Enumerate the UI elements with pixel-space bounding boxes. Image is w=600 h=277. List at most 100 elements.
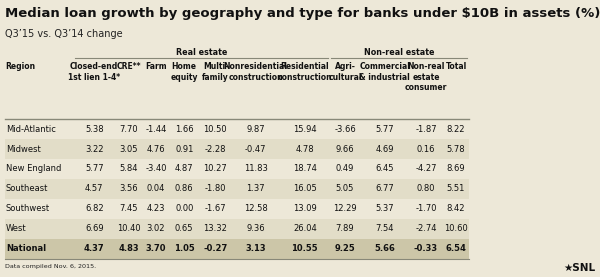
Text: 18.74: 18.74 [293, 165, 317, 173]
Text: 5.84: 5.84 [120, 165, 138, 173]
Text: 16.05: 16.05 [293, 184, 317, 193]
Text: Real estate: Real estate [176, 48, 227, 57]
Bar [5, 199, 469, 219]
Text: 0.04: 0.04 [147, 184, 165, 193]
Text: CRE**: CRE** [117, 62, 141, 71]
Text: 4.76: 4.76 [146, 145, 166, 153]
Text: 4.69: 4.69 [376, 145, 394, 153]
Text: 5.05: 5.05 [336, 184, 354, 193]
Text: 3.22: 3.22 [85, 145, 103, 153]
Text: 0.91: 0.91 [175, 145, 193, 153]
Text: 3.13: 3.13 [245, 244, 266, 253]
Text: 5.66: 5.66 [374, 244, 395, 253]
Text: 9.25: 9.25 [335, 244, 355, 253]
Text: 0.80: 0.80 [417, 184, 435, 193]
Text: -3.40: -3.40 [145, 165, 167, 173]
Text: 13.09: 13.09 [293, 204, 317, 213]
Text: Southeast: Southeast [6, 184, 49, 193]
Text: Midwest: Midwest [6, 145, 41, 153]
Text: Q3’15 vs. Q3’14 change: Q3’15 vs. Q3’14 change [5, 29, 122, 39]
Text: -2.74: -2.74 [415, 224, 437, 233]
Text: 26.04: 26.04 [293, 224, 317, 233]
Text: -3.66: -3.66 [334, 125, 356, 134]
Text: 6.45: 6.45 [376, 165, 394, 173]
Text: West: West [6, 224, 26, 233]
Text: 3.56: 3.56 [119, 184, 139, 193]
Text: 5.51: 5.51 [447, 184, 465, 193]
Bar [5, 119, 469, 139]
Text: 7.70: 7.70 [119, 125, 139, 134]
Text: ★SNL: ★SNL [563, 263, 596, 273]
Text: 0.86: 0.86 [175, 184, 194, 193]
Text: 5.77: 5.77 [375, 125, 394, 134]
Text: 1.37: 1.37 [246, 184, 265, 193]
Text: 8.22: 8.22 [447, 125, 465, 134]
Text: 9.36: 9.36 [246, 224, 265, 233]
Text: 13.32: 13.32 [203, 224, 227, 233]
Text: 6.69: 6.69 [85, 224, 104, 233]
Text: -1.67: -1.67 [205, 204, 226, 213]
Text: Data compiled Nov. 6, 2015.: Data compiled Nov. 6, 2015. [5, 264, 96, 269]
Text: 10.40: 10.40 [117, 224, 141, 233]
Text: 4.87: 4.87 [175, 165, 194, 173]
Text: 10.60: 10.60 [444, 224, 468, 233]
Text: 6.77: 6.77 [375, 184, 394, 193]
Text: 11.83: 11.83 [244, 165, 268, 173]
Text: -0.27: -0.27 [203, 244, 227, 253]
Text: Agri-
cultural: Agri- cultural [328, 62, 362, 82]
Text: 10.27: 10.27 [203, 165, 227, 173]
Text: 3.70: 3.70 [146, 244, 166, 253]
Text: 9.87: 9.87 [246, 125, 265, 134]
Text: 4.23: 4.23 [147, 204, 165, 213]
Text: -2.28: -2.28 [205, 145, 226, 153]
Text: Multi-
family: Multi- family [202, 62, 229, 82]
Text: 9.66: 9.66 [335, 145, 355, 153]
Text: Commercial
& industrial: Commercial & industrial [359, 62, 410, 82]
Bar [5, 159, 469, 179]
Text: 3.05: 3.05 [120, 145, 138, 153]
Bar [5, 179, 469, 199]
Text: 5.77: 5.77 [85, 165, 104, 173]
Text: Region: Region [5, 62, 35, 71]
Text: 4.57: 4.57 [85, 184, 103, 193]
Text: Residential
construction: Residential construction [277, 62, 332, 82]
Text: 0.16: 0.16 [417, 145, 435, 153]
Bar [5, 139, 469, 159]
Text: 7.89: 7.89 [335, 224, 355, 233]
Text: -1.87: -1.87 [415, 125, 437, 134]
Bar [5, 219, 469, 239]
Text: -1.44: -1.44 [145, 125, 167, 134]
Text: Home
equity: Home equity [170, 62, 198, 82]
Text: Non-real estate: Non-real estate [364, 48, 434, 57]
Text: Closed-end
1st lien 1-4*: Closed-end 1st lien 1-4* [68, 62, 120, 82]
Text: 10.50: 10.50 [203, 125, 227, 134]
Text: 4.37: 4.37 [84, 244, 104, 253]
Text: 7.54: 7.54 [376, 224, 394, 233]
Text: 4.78: 4.78 [295, 145, 314, 153]
Text: 8.69: 8.69 [446, 165, 466, 173]
Text: 6.54: 6.54 [446, 244, 466, 253]
Text: Southwest: Southwest [6, 204, 50, 213]
Text: -1.80: -1.80 [205, 184, 226, 193]
Text: 1.05: 1.05 [174, 244, 194, 253]
Text: 7.45: 7.45 [120, 204, 138, 213]
Text: -0.33: -0.33 [414, 244, 438, 253]
Text: New England: New England [6, 165, 61, 173]
Text: Farm: Farm [145, 62, 167, 71]
Text: Mid-Atlantic: Mid-Atlantic [6, 125, 56, 134]
Text: 0.49: 0.49 [336, 165, 354, 173]
Bar [5, 239, 469, 259]
Text: National: National [6, 244, 46, 253]
Text: -4.27: -4.27 [415, 165, 437, 173]
Text: 6.82: 6.82 [85, 204, 104, 213]
Text: 10.55: 10.55 [292, 244, 318, 253]
Text: 3.02: 3.02 [147, 224, 165, 233]
Text: 0.65: 0.65 [175, 224, 193, 233]
Text: 5.78: 5.78 [446, 145, 466, 153]
Text: 5.38: 5.38 [85, 125, 104, 134]
Text: -1.70: -1.70 [415, 204, 437, 213]
Text: 15.94: 15.94 [293, 125, 317, 134]
Text: Median loan growth by geography and type for banks under $10B in assets (%): Median loan growth by geography and type… [5, 7, 600, 20]
Text: 4.83: 4.83 [119, 244, 139, 253]
Text: Total: Total [445, 62, 467, 71]
